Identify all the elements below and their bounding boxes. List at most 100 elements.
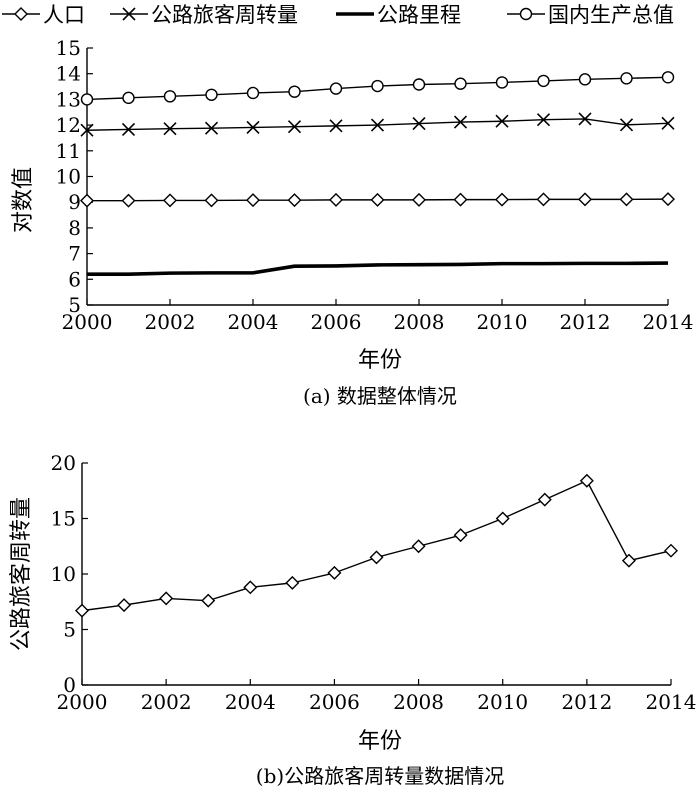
chart-b-y-tick-label: 20 xyxy=(51,451,76,475)
chart-b-y-tick-label: 15 xyxy=(51,507,76,531)
legend-label: 人口 xyxy=(43,3,85,27)
chart-b-data-point xyxy=(159,591,174,606)
chart-b-data-point xyxy=(201,593,216,608)
chart-b-x-tick-label: 2002 xyxy=(141,690,192,714)
chart-a-data-point xyxy=(163,193,177,208)
chart-b-data-point xyxy=(621,553,636,568)
chart-b-data-point xyxy=(537,492,552,507)
chart-a-data-point xyxy=(80,93,94,106)
chart-a-data-point xyxy=(204,193,219,208)
chart-b-data-point xyxy=(243,580,258,595)
chart-a-y-tick-label: 9 xyxy=(68,190,81,214)
chart-a-data-point xyxy=(620,72,633,85)
chart-b-series-line xyxy=(81,480,672,612)
chart-a-x-tick-label: 2000 xyxy=(62,310,113,334)
chart-b-x-tick-label: 2004 xyxy=(225,690,276,714)
legend-label: 公路里程 xyxy=(377,3,461,27)
chart-a-x-tick-label: 2004 xyxy=(228,310,279,334)
chart-a-x-tick-label: 2010 xyxy=(477,310,528,334)
chart-a-data-point xyxy=(371,79,384,93)
chart-a-data-point xyxy=(536,192,551,207)
legend-item-3: 公路里程 xyxy=(336,3,461,27)
chart-a-data-point xyxy=(205,88,218,101)
chart-b-data-point xyxy=(664,543,678,558)
chart-a-data-point xyxy=(80,123,94,137)
legend-item-1: 人口 xyxy=(2,3,85,27)
chart-b-x-tick-label: 2000 xyxy=(57,690,108,714)
chart-a-data-point xyxy=(80,193,94,208)
chart-a-x-tick-label: 2008 xyxy=(394,310,445,334)
legend-marker xyxy=(122,7,136,21)
chart-b-y-tick-label: 0 xyxy=(63,673,76,697)
chart-a-data-point xyxy=(536,113,551,127)
chart-a-data-point xyxy=(370,118,385,132)
chart-a-y-tick-label: 11 xyxy=(56,139,81,163)
chart-b-y-tick-label: 5 xyxy=(63,618,76,642)
chart-a-data-point xyxy=(537,74,550,88)
chart-b-x-tick-label: 2012 xyxy=(561,690,612,714)
chart-a-data-point xyxy=(453,115,468,129)
chart-a-data-point xyxy=(329,119,343,133)
chart-a-data-point xyxy=(412,116,426,131)
legend-item-2: 公路旅客周转量 xyxy=(110,3,298,27)
legend-item-4: 国内生产总值 xyxy=(507,3,674,27)
chart-a-y-tick-label: 6 xyxy=(68,267,81,291)
chart-b-x-axis-label: 年份 xyxy=(358,729,402,754)
chart-a-data-point xyxy=(578,112,592,126)
chart-a-data-point xyxy=(578,73,592,86)
chart-b-data-point xyxy=(327,565,342,580)
legend-marker xyxy=(519,7,533,21)
chart-a-y-tick-label: 8 xyxy=(68,216,81,240)
chart-a-y-tick-label: 13 xyxy=(56,87,81,111)
chart-a-data-point xyxy=(412,78,426,91)
legend: 人口 公路旅客周转量 公路里程 国内生产总值 xyxy=(2,3,674,27)
chart-b-x-tick-label: 2010 xyxy=(477,690,528,714)
chart-b-passenger-turnover: 0 5 10 15 20 2000 2002 2004 2006 2008 2010 2012 2014… xyxy=(9,451,696,788)
chart-a-y-tick-label: 5 xyxy=(68,293,81,317)
chart-a-data-point xyxy=(163,90,177,103)
chart-a-y-tick-label: 10 xyxy=(56,165,81,189)
chart-a-x-axis-label: 年份 xyxy=(358,348,402,373)
chart-a-data-point xyxy=(246,193,260,208)
chart-b-data-point xyxy=(495,511,510,526)
chart-a-data-point xyxy=(661,192,675,207)
legend-label: 国内生产总值 xyxy=(548,3,674,27)
chart-a-data-point xyxy=(329,192,343,207)
chart-a-x-tick-label: 2014 xyxy=(643,310,694,334)
chart-a-data-point xyxy=(495,192,509,207)
chart-a-data-point xyxy=(370,192,385,207)
chart-b-data-point xyxy=(285,575,300,590)
chart-a-data-point xyxy=(619,118,634,132)
chart-a-data-point xyxy=(495,114,509,128)
chart-a-x-tick-label: 2012 xyxy=(560,310,611,334)
chart-a-y-tick-label: 7 xyxy=(68,242,81,266)
chart-a-data-point xyxy=(163,122,177,136)
chart-b-data-point xyxy=(453,528,468,543)
chart-b-x-tick-label: 2008 xyxy=(393,690,444,714)
chart-a-x-tick-label: 2002 xyxy=(145,310,196,334)
chart-a-data-point xyxy=(122,91,135,105)
chart-b-data-point xyxy=(369,550,384,565)
chart-a-data-point xyxy=(121,193,136,208)
chart-b-axes: 0 5 10 15 20 2000 2002 2004 2006 2008 2010 2012 2014 xyxy=(51,451,697,714)
chart-b-x-tick-label: 2006 xyxy=(309,690,360,714)
chart-a-y-tick-label: 12 xyxy=(56,113,81,137)
chart-a-data-point xyxy=(287,193,302,208)
chart-a-data-point xyxy=(578,192,592,207)
chart-a-data-point xyxy=(619,192,634,207)
chart-a-data-point xyxy=(246,120,260,134)
chart-a-series-4 xyxy=(80,71,675,106)
chart-a-series-2 xyxy=(80,112,675,137)
chart-a-series-1 xyxy=(80,192,675,208)
chart-b-data-point xyxy=(117,598,132,613)
chart-a-y-tick-label: 14 xyxy=(56,62,81,86)
chart-a-data-point xyxy=(246,86,260,100)
chart-a-x-tick-label: 2006 xyxy=(311,310,362,334)
chart-a-data-point xyxy=(661,116,675,130)
chart-a-data-point xyxy=(495,76,509,89)
chart-b-data-point xyxy=(579,473,594,488)
legend-label: 公路旅客周转量 xyxy=(151,3,298,27)
chart-a-series-3 xyxy=(87,261,669,276)
chart-b-y-axis-label: 公路旅客周转量 xyxy=(9,497,34,651)
